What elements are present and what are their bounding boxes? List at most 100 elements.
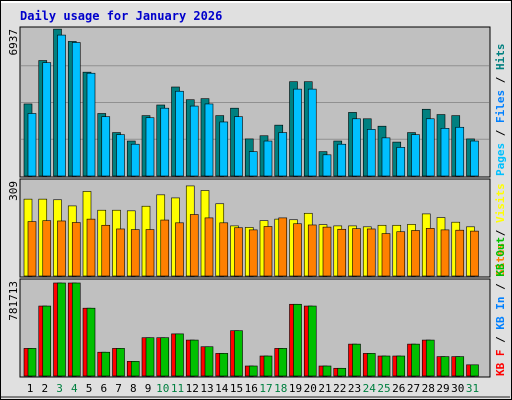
x-tick-label: 14 — [215, 382, 229, 395]
bar-sites-day-16 — [248, 229, 258, 277]
bar-groups — [21, 28, 489, 377]
bar-sites-day-7 — [116, 228, 125, 277]
bar-files-day-5 — [86, 72, 96, 177]
bar-sites-day-8 — [130, 229, 140, 277]
bar-sites-day-21 — [322, 226, 332, 277]
bar-kb-out-day-31 — [470, 364, 479, 377]
bar-files-day-9 — [145, 117, 155, 177]
bar-sites-day-10 — [160, 219, 170, 277]
bar-sites-day-13 — [204, 217, 214, 277]
x-tick-label: 13 — [200, 382, 213, 395]
bar-files-day-18 — [278, 132, 288, 177]
legend-middle: Sites / Visits — [494, 183, 507, 276]
bar-sites-day-15 — [234, 227, 243, 277]
x-tick-label: 25 — [377, 382, 390, 395]
x-tick-label: 4 — [71, 382, 78, 395]
bar-sites-day-28 — [425, 228, 435, 277]
bar-files-day-6 — [101, 116, 111, 177]
frame-bevel-bottom — [1, 396, 510, 398]
bar-files-day-16 — [248, 151, 258, 177]
bar-kb-out-day-25 — [381, 355, 391, 377]
bar-kb-out-day-3 — [57, 282, 66, 377]
bar-files-day-22 — [337, 143, 347, 177]
x-tick-label: 17 — [259, 382, 272, 395]
bar-files-day-2 — [42, 62, 52, 177]
x-tick-label: 16 — [245, 382, 258, 395]
bar-files-day-27 — [411, 134, 420, 177]
bar-sites-day-22 — [337, 228, 347, 277]
x-tick-label: 30 — [451, 382, 464, 395]
bar-sites-day-18 — [278, 217, 288, 277]
bar-sites-day-25 — [381, 233, 391, 277]
frame-bevel-top — [1, 1, 510, 3]
x-tick-label: 8 — [130, 382, 137, 395]
bar-kb-out-day-6 — [101, 351, 111, 377]
bar-files-day-19 — [293, 88, 302, 177]
bar-kb-out-day-5 — [86, 307, 96, 377]
bar-sites-day-4 — [71, 222, 81, 277]
x-tick-label: 28 — [422, 382, 435, 395]
bar-kb-out-day-20 — [307, 305, 317, 377]
bar-kb-out-day-1 — [27, 348, 37, 377]
legend-kb-f: KB F — [494, 350, 507, 377]
bar-sites-day-19 — [293, 223, 302, 277]
bar-files-day-29 — [440, 128, 450, 177]
bar-sites-day-31 — [470, 230, 479, 277]
bar-kb-out-day-4 — [71, 282, 81, 377]
bar-files-day-8 — [130, 143, 140, 177]
x-tick-label: 24 — [363, 382, 377, 395]
bar-sites-day-12 — [189, 214, 199, 277]
bar-kb-out-day-12 — [189, 339, 199, 377]
x-tick-label: 29 — [436, 382, 449, 395]
x-tick-label: 15 — [230, 382, 243, 395]
bar-sites-day-5 — [86, 218, 96, 277]
bar-kb-out-day-17 — [263, 355, 273, 377]
legend-kb-in: KB In — [494, 297, 507, 330]
bar-sites-day-26 — [396, 231, 406, 277]
legend-files: Files — [494, 90, 507, 123]
x-tick-label: 11 — [171, 382, 184, 395]
bar-files-day-10 — [160, 107, 170, 177]
bar-files-day-12 — [189, 105, 199, 177]
bar-sites-day-1 — [27, 221, 37, 277]
bar-sites-day-20 — [307, 224, 317, 277]
bar-kb-out-day-18 — [278, 348, 288, 377]
x-tick-label: 31 — [466, 382, 479, 395]
bar-kb-out-day-23 — [352, 343, 361, 377]
x-tick-label: 19 — [289, 382, 302, 395]
bar-sites-day-3 — [57, 220, 66, 277]
bar-kb-out-day-14 — [219, 353, 229, 377]
x-tick-label: 20 — [304, 382, 317, 395]
bar-kb-out-day-24 — [366, 353, 376, 377]
bar-files-day-15 — [234, 116, 243, 177]
x-tick-label: 1 — [27, 382, 34, 395]
top-axis-max: 6937 — [7, 29, 20, 56]
bar-sites-day-23 — [352, 228, 361, 277]
bar-sites-day-29 — [440, 229, 450, 277]
x-axis-labels: 1 2 3 4 5 6 7 8 9 10 11 12 13 14 15 16 17 18 19 20 21 22 23 24 2… — [27, 382, 479, 395]
chart-title: Daily usage for January 2026 — [20, 9, 222, 23]
x-tick-label: 2 — [41, 382, 48, 395]
bar-files-day-3 — [57, 34, 66, 177]
bar-sites-day-30 — [455, 229, 465, 277]
bar-files-day-31 — [470, 140, 479, 177]
bar-files-day-21 — [322, 154, 332, 177]
bar-kb-out-day-7 — [116, 348, 125, 377]
bar-sites-day-9 — [145, 229, 155, 277]
x-tick-label: 21 — [318, 382, 331, 395]
bar-files-day-4 — [71, 42, 81, 177]
bar-files-day-20 — [307, 88, 317, 177]
bottom-axis-max: 781713 — [7, 281, 20, 321]
x-tick-label: 27 — [407, 382, 420, 395]
bar-kb-out-day-26 — [396, 355, 406, 377]
bar-kb-out-day-16 — [248, 365, 258, 377]
bar-files-day-24 — [366, 129, 376, 177]
bar-kb-out-day-8 — [130, 361, 140, 377]
bar-kb-out-day-21 — [322, 365, 332, 377]
legend-visits: Visits — [494, 183, 507, 223]
bar-files-day-26 — [396, 147, 406, 177]
bar-kb-out-day-29 — [440, 356, 450, 377]
bar-kb-out-day-28 — [425, 339, 435, 377]
bar-files-day-25 — [381, 137, 391, 177]
bar-kb-out-day-2 — [42, 305, 52, 377]
